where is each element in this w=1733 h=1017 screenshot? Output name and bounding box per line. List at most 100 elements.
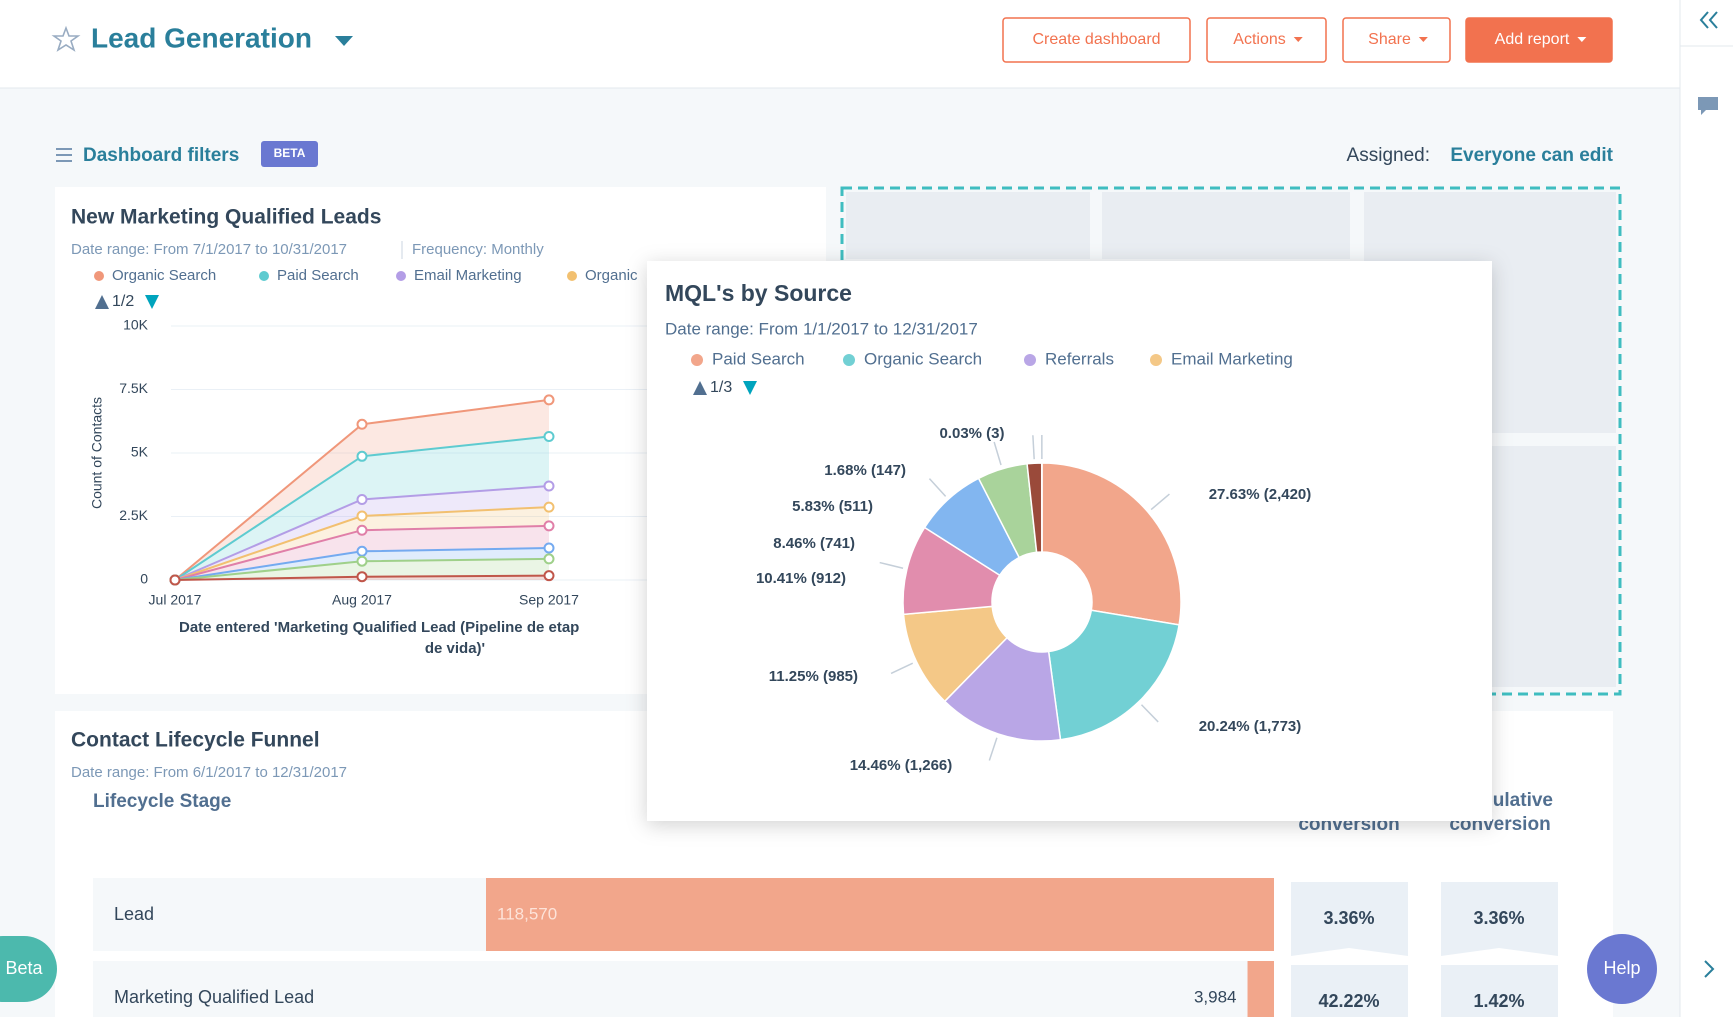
funnel-bar [1247, 961, 1274, 1017]
legend-label: Organic [585, 267, 638, 284]
point [543, 520, 555, 532]
point [543, 430, 555, 442]
funnel-bar [486, 878, 1274, 951]
chat-icon[interactable] [1698, 97, 1718, 115]
leader-line [879, 561, 904, 569]
slice-label: 11.25% (985) [769, 668, 858, 685]
assigned-value[interactable]: Everyone can edit [1450, 145, 1613, 166]
placeholder [846, 192, 1090, 259]
conversion-value: 1.42% [1473, 991, 1524, 1011]
header-button-label[interactable]: Create dashboard [1032, 31, 1160, 48]
legend-label: Organic Search [112, 267, 216, 284]
help-button-label[interactable]: Help [1603, 958, 1640, 978]
pager-next[interactable] [743, 381, 757, 395]
point [356, 493, 368, 505]
pie-slice [1041, 462, 1182, 626]
x-tick-label: Jul 2017 [149, 592, 202, 608]
placeholder [1102, 192, 1350, 259]
conversion-value: 3.36% [1323, 908, 1374, 928]
pager-text: 1/2 [112, 293, 134, 310]
slice-label: 8.46% (741) [773, 535, 855, 552]
date-range: Date range: From 7/1/2017 to 10/31/2017 [71, 241, 347, 258]
header-button[interactable] [1002, 17, 1191, 63]
date-range: Date range: From 6/1/2017 to 12/31/2017 [71, 764, 347, 781]
legend-marker [843, 354, 855, 366]
y-tick-label: 0 [140, 571, 148, 587]
area [175, 525, 549, 580]
funnel-card: Contact Lifecycle Funnel Date range: From… [55, 711, 1613, 1017]
y-tick-label: 2.5K [119, 507, 148, 523]
header-button[interactable] [1465, 17, 1613, 63]
y-tick-label: 7.5K [119, 380, 148, 396]
x-tick-label: Sep 2017 [519, 592, 579, 608]
leader-line [1150, 493, 1170, 511]
pager-next[interactable] [145, 295, 159, 309]
point [356, 571, 368, 583]
conversion-box [1441, 965, 1558, 1017]
leader-line [1032, 435, 1035, 460]
header-button-label[interactable]: Actions [1233, 31, 1285, 48]
title-caret[interactable] [335, 36, 353, 46]
pie-slice [902, 605, 1009, 703]
button-caret[interactable] [1418, 37, 1428, 42]
y-tick-label: 10K [123, 317, 149, 333]
header-button-label[interactable]: Add report [1495, 31, 1570, 48]
sidebar [1680, 0, 1733, 1017]
point [356, 450, 368, 462]
favorite-star[interactable] [51, 25, 81, 52]
area [175, 547, 549, 580]
header-button[interactable] [1342, 17, 1451, 63]
legend-marker [691, 354, 703, 366]
filters-label[interactable]: Dashboard filters [83, 145, 239, 166]
dashboard-title[interactable]: Lead Generation [91, 22, 312, 53]
legend-label: Email Marketing [1171, 349, 1293, 368]
pager-prev[interactable] [95, 295, 109, 309]
header-button-label[interactable]: Share [1368, 31, 1411, 48]
legend-label: Organic Search [864, 349, 982, 368]
slice-label: 5.83% (511) [792, 498, 873, 515]
pie-card: MQL's by Source Date range: From 1/1/2017… [647, 261, 1492, 821]
pie-slice [943, 636, 1062, 742]
row-label: Lead [114, 904, 154, 924]
x-axis-label: Date entered 'Marketing Qualified Lead (… [179, 619, 579, 636]
help-button[interactable] [1587, 934, 1657, 1004]
pager-prev[interactable] [693, 381, 707, 395]
expand-icon[interactable] [1704, 960, 1715, 978]
header-button[interactable] [1206, 17, 1327, 63]
slice-label: 0.03% (3) [939, 425, 1004, 442]
conversion-box [1291, 882, 1408, 956]
button-caret[interactable] [1293, 37, 1303, 42]
point [356, 555, 368, 567]
beta-button-label[interactable]: Beta [5, 958, 43, 978]
legend-label: Referrals [1045, 349, 1114, 368]
leader-line [1140, 704, 1159, 723]
filter-icon [56, 148, 72, 162]
point [543, 542, 555, 554]
card-title: Contact Lifecycle Funnel [71, 729, 320, 752]
beta-badge-text: BETA [274, 146, 306, 160]
beta-button[interactable] [0, 936, 57, 1002]
slice-label: 10.41% (912) [756, 570, 846, 587]
point [543, 570, 555, 582]
column-header: Lifecycle Stage [93, 791, 231, 812]
legend-label: Paid Search [712, 349, 805, 368]
y-tick-label: 5K [131, 444, 149, 460]
pie-slice [1047, 609, 1180, 741]
card-title: MQL's by Source [665, 280, 852, 306]
area [175, 399, 549, 580]
leader-line [928, 478, 947, 497]
slice-label: 27.63% (2,420) [1209, 486, 1312, 503]
button-caret[interactable] [1577, 37, 1587, 42]
collapse-icon[interactable] [1699, 11, 1709, 29]
area [175, 486, 549, 580]
slice-label: 14.46% (1,266) [850, 757, 953, 774]
collapse-icon[interactable] [1708, 11, 1718, 29]
column-header: ulative [1493, 790, 1553, 811]
point [169, 574, 181, 586]
legend-marker [396, 271, 406, 281]
area [175, 436, 549, 580]
point [356, 524, 368, 536]
pager-text: 1/3 [710, 379, 732, 396]
leader-line [988, 737, 998, 761]
